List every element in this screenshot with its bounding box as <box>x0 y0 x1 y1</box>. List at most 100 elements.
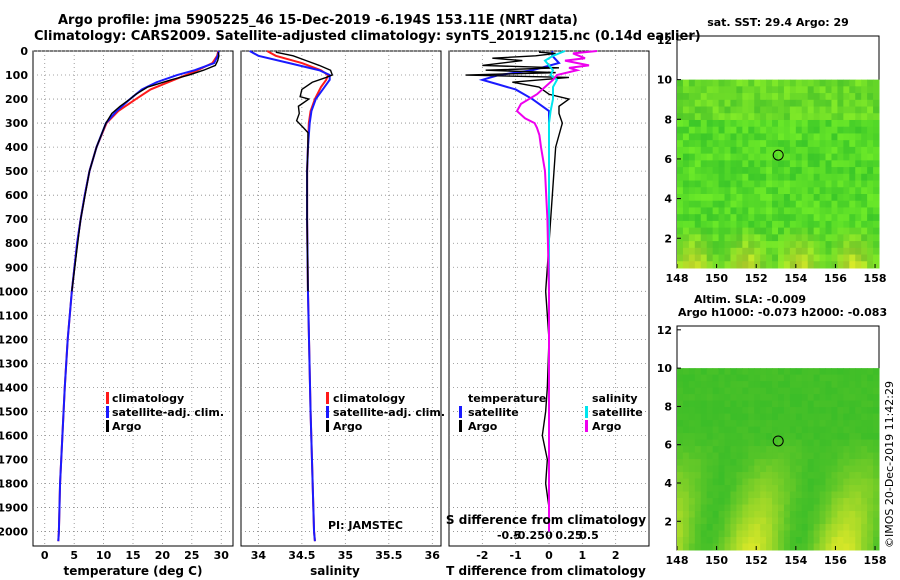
map-cell <box>694 517 702 525</box>
map-cell <box>718 133 726 141</box>
map-cell <box>748 368 755 376</box>
map-cell <box>724 543 731 551</box>
map-cell <box>688 119 696 128</box>
map-cell <box>706 426 714 434</box>
map-cell <box>801 374 809 382</box>
map-cell <box>754 146 761 155</box>
map-cell <box>819 485 827 493</box>
map-cell <box>742 524 749 532</box>
map-cell <box>855 498 862 506</box>
map-cell <box>742 220 749 229</box>
map-cell <box>825 413 832 421</box>
map-cell <box>724 381 731 389</box>
map-cell <box>694 99 702 108</box>
map-cell <box>688 537 696 545</box>
map-cell <box>849 220 856 229</box>
map-cell <box>760 187 767 195</box>
map-cell <box>712 261 720 269</box>
map-cell <box>724 93 731 101</box>
map-cell <box>688 413 696 421</box>
map-cell <box>813 491 821 499</box>
map-cell <box>736 106 743 114</box>
map-cell <box>819 140 827 148</box>
map-cell <box>801 153 809 161</box>
map-cell <box>736 119 743 128</box>
map-cell <box>730 160 737 168</box>
map-cell <box>712 106 720 114</box>
map-cell <box>760 426 767 434</box>
map-cell <box>760 167 767 175</box>
map-cell <box>724 247 731 256</box>
map-cell <box>831 459 838 467</box>
map-cell <box>867 452 874 460</box>
map-cell <box>730 537 737 545</box>
map-cell <box>766 374 773 382</box>
map-cell <box>766 261 773 269</box>
map-cell <box>742 146 749 155</box>
map-cell <box>855 234 862 242</box>
legend-swatch-climatology <box>106 392 109 404</box>
map-cell <box>873 387 880 395</box>
map-cell <box>795 381 803 389</box>
map-cell <box>795 452 803 460</box>
map-cell <box>736 498 743 506</box>
map-cell <box>843 220 850 229</box>
map-cell <box>861 261 868 269</box>
map-cell <box>819 498 827 506</box>
map-cell <box>819 400 827 408</box>
map-cell <box>682 400 690 408</box>
map-cell <box>855 524 862 532</box>
map-cell <box>677 465 684 473</box>
map-cell <box>760 180 767 188</box>
map-cell <box>766 459 773 467</box>
map-cell <box>825 227 832 235</box>
map-cell <box>712 79 720 87</box>
map-cell <box>682 113 690 121</box>
map-cell <box>873 227 880 235</box>
map-cell <box>819 153 827 161</box>
map-cell <box>766 368 773 376</box>
map-cell <box>700 400 708 408</box>
map-cell <box>754 220 761 229</box>
map-cell <box>772 498 779 506</box>
map-cell <box>837 420 844 428</box>
map-cell <box>736 387 743 395</box>
map-cell <box>831 113 838 121</box>
map-cell <box>825 247 832 256</box>
map-cell <box>813 394 821 402</box>
map-x-tick-label: 150 <box>705 272 728 285</box>
map-cell <box>736 234 743 242</box>
map-cell <box>843 254 850 262</box>
map-cell <box>742 420 749 428</box>
map-cell <box>754 214 761 222</box>
map-cell <box>688 247 696 256</box>
map-cell <box>783 517 791 525</box>
map-cell <box>825 234 832 242</box>
map-cell <box>843 439 850 447</box>
map-cell <box>730 173 737 182</box>
map-cell <box>849 93 856 101</box>
map-cell <box>677 113 684 121</box>
float-location-marker <box>772 435 784 447</box>
map-cell <box>700 491 708 499</box>
map-cell <box>783 146 791 155</box>
map-cell <box>766 524 773 532</box>
map-cell <box>778 207 785 215</box>
map-cell <box>682 227 690 235</box>
map-cell <box>682 426 690 434</box>
map-cell <box>730 491 737 499</box>
map-cell <box>831 146 838 155</box>
map-cell <box>843 368 850 376</box>
map-cell <box>742 472 749 480</box>
map-cell <box>706 187 714 195</box>
map-cell <box>760 459 767 467</box>
sal-diff-tick-label: -0.5 <box>497 529 521 542</box>
map-cell <box>700 413 708 421</box>
map-cell <box>831 261 838 269</box>
map-cell <box>748 227 755 235</box>
map-cell <box>724 220 731 229</box>
map-cell <box>730 433 737 441</box>
map-cell <box>730 446 737 454</box>
map-cell <box>789 220 797 229</box>
